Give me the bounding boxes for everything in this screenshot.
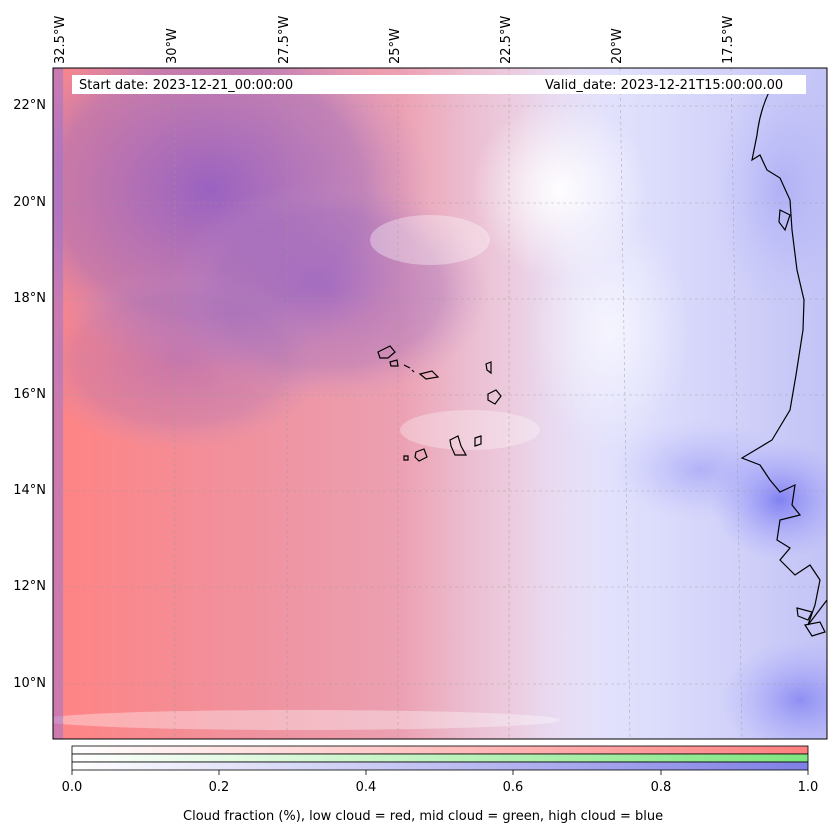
colorbar-caption: Cloud fraction (%), low cloud = red, mid… (183, 809, 664, 824)
colorbar (71, 745, 809, 775)
map-frame (52, 67, 828, 740)
lat-label: 14°N (13, 483, 46, 498)
lat-label: 20°N (13, 195, 46, 210)
lon-label: 25°W (388, 28, 403, 64)
lat-label: 18°N (13, 291, 46, 306)
lon-label: 27.5°W (277, 15, 292, 64)
lon-label: 20°W (610, 28, 625, 64)
colorbar-tick: 0.2 (208, 780, 230, 795)
cape-verde-islands (377, 345, 502, 462)
lat-label: 10°N (13, 676, 46, 691)
info-bar (72, 75, 806, 94)
lat-label: 16°N (13, 387, 46, 402)
coastline (740, 89, 827, 637)
colorbar-tick: 0.6 (502, 780, 524, 795)
lon-label: 22.5°W (499, 15, 514, 64)
colorbar-tick: 0.0 (61, 780, 83, 795)
lat-label: 22°N (13, 98, 46, 113)
valid-date-label: Valid_date: 2023-12-21T15:00:00.00 (545, 78, 784, 93)
lon-label: 17.5°W (721, 15, 736, 64)
colorbar-tick: 1.0 (797, 780, 819, 795)
colorbar-tick: 0.4 (355, 780, 377, 795)
lat-label: 12°N (13, 579, 46, 594)
lon-label: 30°W (165, 28, 180, 64)
colorbar-tick: 0.8 (650, 780, 672, 795)
gridlines (53, 67, 827, 740)
cloud-field (53, 68, 827, 739)
start-date-label: Start date: 2023-12-21_00:00:00 (79, 78, 294, 93)
lon-label: 32.5°W (53, 15, 68, 64)
